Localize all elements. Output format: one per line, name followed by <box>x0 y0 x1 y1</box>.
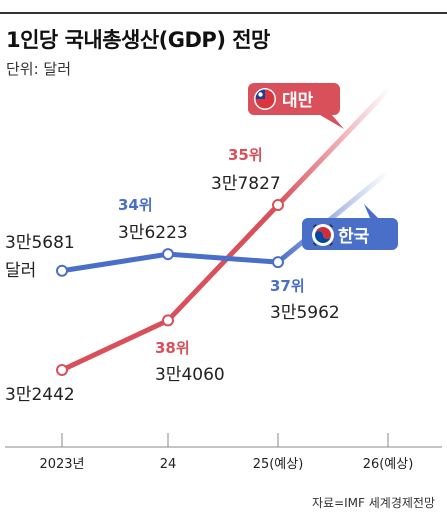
unit-label: 단위: 달러 <box>6 60 72 78</box>
taiwan-series-name: 대만 <box>282 91 314 111</box>
chart-title: 1인당 국내총생산(GDP) 전망 <box>6 28 270 52</box>
korea-value-label: 3만5962 <box>270 303 340 323</box>
korea-data-point <box>56 264 68 277</box>
korea-flag-icon <box>312 224 334 246</box>
korea-value-label: 3만5681 <box>5 233 75 253</box>
korea-data-point <box>272 256 284 269</box>
source-note: 자료=IMF 세계경제전망 <box>312 496 435 510</box>
unit-suffix-label: 달러 <box>5 261 36 281</box>
line-chart: 2023년 24 25(예상) 26(예상) 3만5681 달러 34위 3만6223 37위… <box>5 83 442 472</box>
korea-data-point <box>162 248 174 261</box>
taiwan-legend-tag: 대만 <box>248 83 344 129</box>
taiwan-data-point <box>56 364 68 376</box>
korea-series-projection <box>276 170 390 265</box>
korea-series-name: 한국 <box>338 227 370 247</box>
korea-legend-tag: 한국 <box>302 204 398 250</box>
taiwan-rank-label: 35위 <box>228 146 263 164</box>
korea-value-label: 3만6223 <box>118 223 188 243</box>
x-tick-label: 24 <box>160 457 177 472</box>
x-tick-label: 2023년 <box>39 457 84 472</box>
taiwan-series-projection <box>276 86 392 207</box>
top-rule <box>0 12 447 14</box>
taiwan-data-point <box>162 314 174 327</box>
taiwan-value-label: 3만2442 <box>5 385 75 405</box>
taiwan-rank-label: 38위 <box>155 339 190 357</box>
x-tick-label: 26(예상) <box>363 457 414 472</box>
taiwan-data-point <box>272 199 284 211</box>
korea-rank-label: 34위 <box>118 196 153 214</box>
korea-rank-label: 37위 <box>270 277 305 295</box>
x-tick-label: 25(예상) <box>253 457 304 472</box>
taiwan-value-label: 3만7827 <box>211 174 281 194</box>
taiwan-value-label: 3만4060 <box>155 365 225 385</box>
taiwan-flag-icon <box>254 88 276 110</box>
